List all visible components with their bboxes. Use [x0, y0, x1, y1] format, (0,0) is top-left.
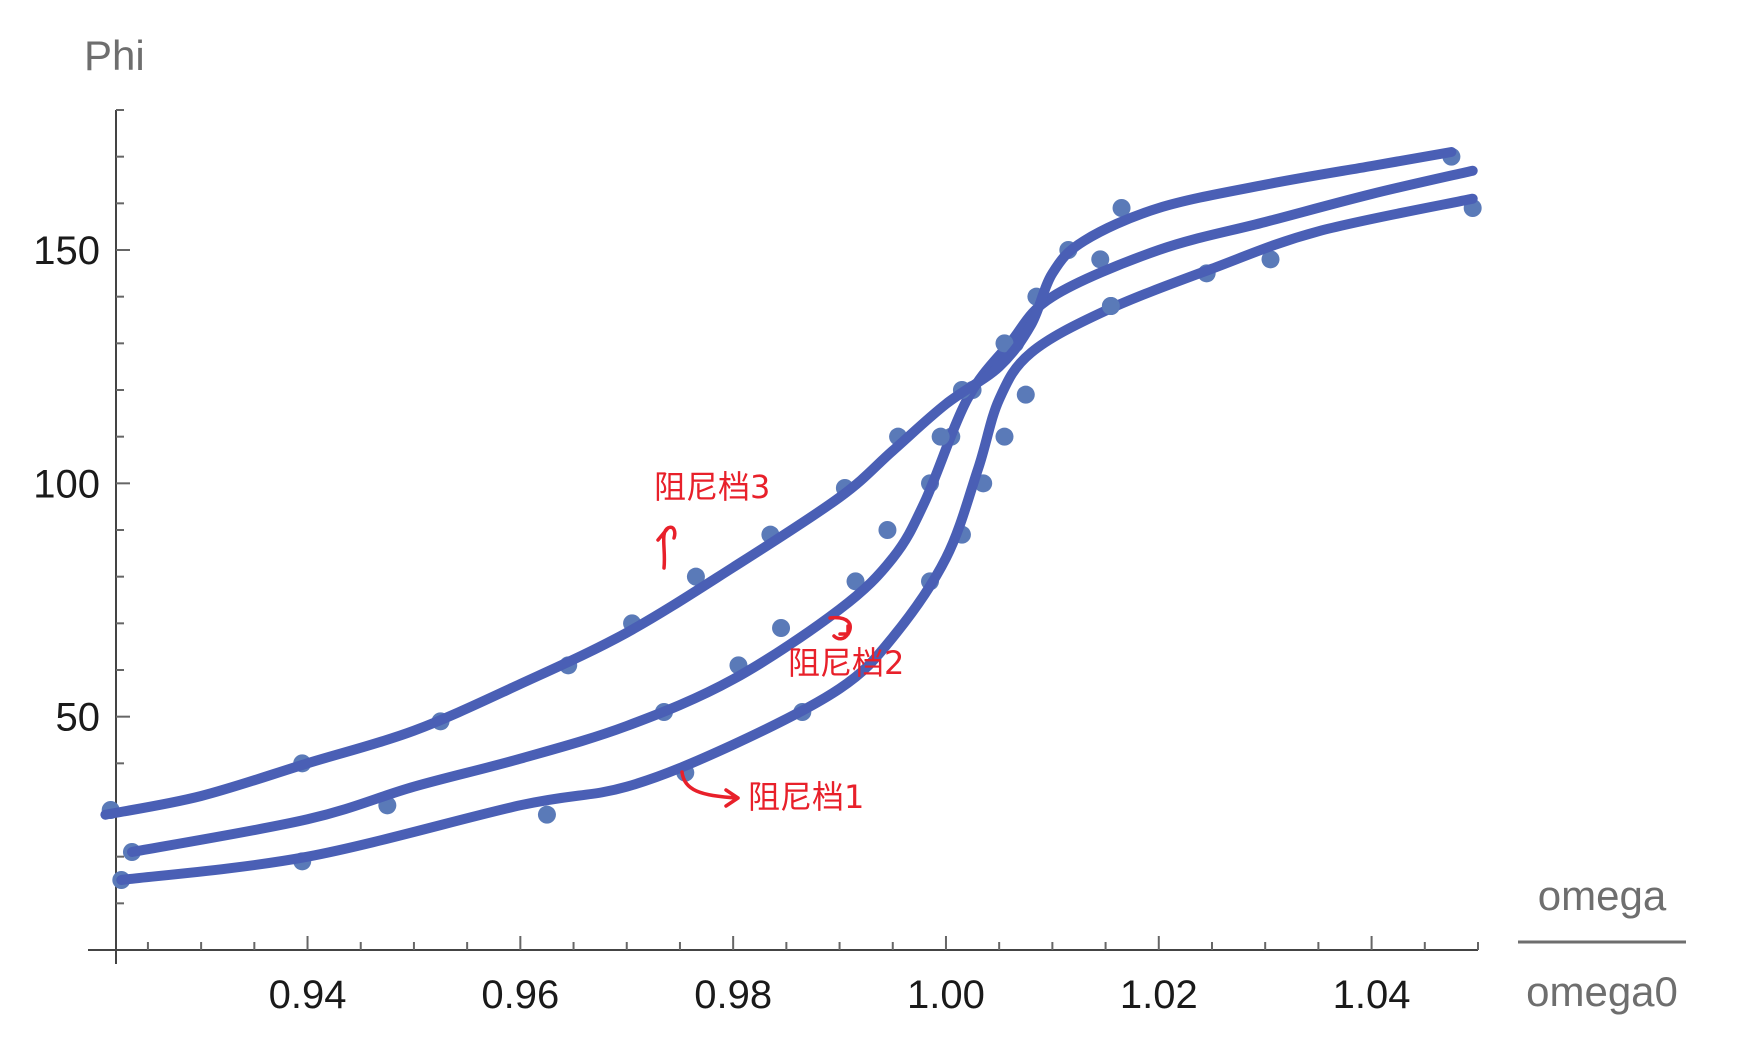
- annotation-arrow: [680, 770, 740, 808]
- x-tick-label: 0.98: [694, 973, 772, 1017]
- annotation-label: 阻尼档1: [748, 778, 864, 816]
- data-point: [1101, 297, 1120, 315]
- fit-curve: [127, 165, 1478, 857]
- data-point: [1091, 250, 1110, 269]
- annotation-layer: 阻尼档3 阻尼档2 阻尼档1: [654, 468, 904, 816]
- series-annotation: 阻尼档1: [680, 770, 864, 816]
- y-tick-label: 50: [56, 696, 101, 740]
- x-tick-label: 0.94: [269, 973, 347, 1017]
- x-tick-label: 1.02: [1120, 973, 1198, 1017]
- data-point: [995, 334, 1014, 353]
- series-2: [122, 165, 1478, 861]
- series-annotation: 阻尼档3: [654, 468, 770, 570]
- data-point: [537, 805, 556, 824]
- annotation-label: 阻尼档3: [654, 468, 770, 506]
- y-axis-title: Phi: [84, 32, 145, 79]
- y-tick-label: 100: [33, 462, 100, 506]
- x-ticks: 0.94 0.96 0.98 1.00 1.02 1.04: [146, 936, 1479, 1017]
- x-tick-label: 1.00: [907, 973, 985, 1017]
- annotation-arrow: [656, 525, 677, 570]
- series-1: [112, 193, 1482, 889]
- y-ticks: 50 100 150: [33, 109, 130, 905]
- data-point: [1016, 385, 1035, 404]
- data-point: [878, 521, 897, 539]
- data-point: [995, 427, 1014, 446]
- series-layer: [100, 147, 1482, 889]
- series-3: [100, 147, 1461, 820]
- x-axis-title-numerator: omega: [1538, 872, 1667, 919]
- x-tick-label: 1.04: [1333, 973, 1411, 1017]
- data-point: [1261, 250, 1280, 269]
- x-tick-label: 0.96: [481, 973, 559, 1017]
- data-point: [931, 427, 950, 446]
- axes: 0.94 0.96 0.98 1.00 1.02 1.04 50 100 150: [33, 109, 1479, 1017]
- fit-curve: [100, 147, 1457, 820]
- x-axis-title-denominator: omega0: [1526, 968, 1678, 1015]
- data-point: [846, 572, 865, 591]
- x-axis-title: omega omega0: [1518, 872, 1686, 1015]
- y-tick-label: 150: [33, 229, 100, 273]
- annotation-label: 阻尼档2: [788, 644, 904, 682]
- data-point: [772, 619, 791, 637]
- series-annotation: 阻尼档2: [788, 615, 904, 682]
- annotation-arrow: [828, 615, 852, 641]
- data-point: [686, 567, 705, 586]
- fit-curve: [116, 193, 1478, 885]
- data-point: [1112, 199, 1131, 217]
